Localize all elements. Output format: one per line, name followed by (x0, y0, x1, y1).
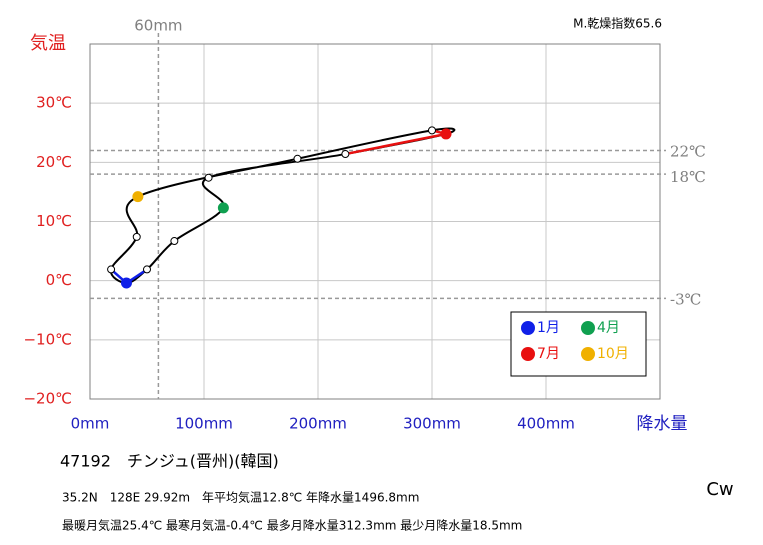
month-point (120, 277, 132, 289)
legend-label: 10月 (597, 346, 629, 362)
reference-label: 18℃ (670, 168, 706, 186)
reference-label: -3℃ (670, 290, 701, 308)
month-point (132, 191, 144, 203)
station: 47192 チンジュ(晋州)(韓国) (60, 452, 279, 471)
month-point (170, 237, 179, 246)
highlight-segment (345, 132, 447, 156)
legend-swatch (581, 347, 595, 361)
y-tick-label: −20℃ (23, 390, 72, 408)
legend-box (510, 311, 647, 377)
month-point (440, 128, 452, 140)
info-line: 35.2N 128E 29.92m 年平均気温12.8℃ 年降水量1496.8m… (62, 490, 419, 505)
legend-swatch (581, 321, 595, 335)
month-point (204, 173, 213, 182)
x-tick-label: 100mm (175, 415, 233, 433)
y-tick-label: 30℃ (36, 94, 72, 112)
legend-label: 7月 (537, 346, 560, 362)
month-point (143, 265, 151, 274)
climate-curve (110, 127, 456, 285)
month-point (428, 126, 436, 135)
month-point (293, 154, 302, 163)
x-tick-label: 200mm (289, 415, 347, 433)
x-axis-label: 降水量 (637, 414, 688, 434)
y-tick-label: 10℃ (36, 212, 72, 230)
y-tick-label: 20℃ (36, 153, 72, 171)
month-point (132, 232, 141, 241)
reference-label: 60mm (134, 17, 182, 35)
x-tick-label: 300mm (403, 415, 461, 433)
plot-frame (89, 43, 661, 400)
y-tick-label: −10℃ (23, 330, 72, 348)
climate-class: Cw (706, 479, 733, 500)
y-tick-label: 0℃ (46, 271, 72, 289)
info-line: 最暖月気温25.4℃ 最寒月気温-0.4℃ 最多月降水量312.3mm 最少月降… (62, 518, 522, 533)
y-axis-label: 気温 (30, 33, 66, 54)
month-point (217, 202, 229, 214)
reference-label: 22℃ (670, 143, 706, 161)
x-tick-label: 0mm (71, 415, 110, 433)
legend-label: 4月 (597, 320, 620, 336)
month-point (107, 265, 116, 274)
legend-swatch (521, 321, 535, 335)
legend-label: 1月 (537, 320, 560, 336)
x-tick-label: 400mm (517, 415, 575, 433)
dryness-index: M.乾燥指数65.6 (573, 16, 662, 31)
legend-swatch (521, 347, 535, 361)
month-point (341, 150, 350, 159)
